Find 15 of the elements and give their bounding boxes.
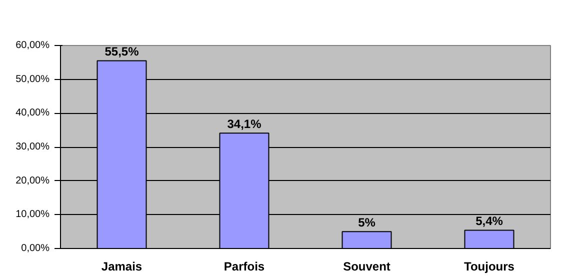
data-label: 34,1%	[227, 117, 262, 132]
x-tick-label: Toujours	[464, 260, 515, 274]
y-tick-label: 50,00%	[16, 74, 50, 85]
y-tick-label: 0,00%	[21, 243, 50, 254]
data-label: 5,4%	[476, 214, 504, 228]
y-tick-label: 20,00%	[16, 175, 50, 186]
x-tick-label: Parfois	[224, 260, 265, 274]
x-tick-label: Jamais	[101, 260, 142, 274]
data-label: 55,5%	[104, 44, 140, 59]
data-label: 5%	[358, 216, 376, 230]
x-tick-label: Souvent	[343, 260, 390, 274]
y-tick-label: 40,00%	[16, 108, 50, 119]
y-tick-label: 30,00%	[16, 142, 50, 152]
y-tick-label: 10,00%	[16, 209, 50, 220]
y-tick-label: 60,00%	[16, 40, 50, 51]
